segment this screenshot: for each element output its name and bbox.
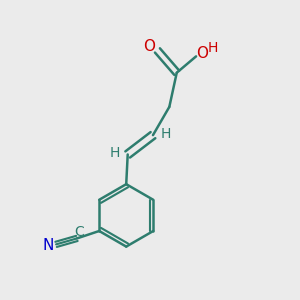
Text: H: H (160, 127, 171, 141)
Text: H: H (110, 146, 120, 160)
Text: O: O (143, 39, 155, 54)
Text: C: C (74, 225, 84, 239)
Text: H: H (208, 41, 218, 55)
Text: O: O (196, 46, 208, 61)
Text: N: N (43, 238, 54, 253)
